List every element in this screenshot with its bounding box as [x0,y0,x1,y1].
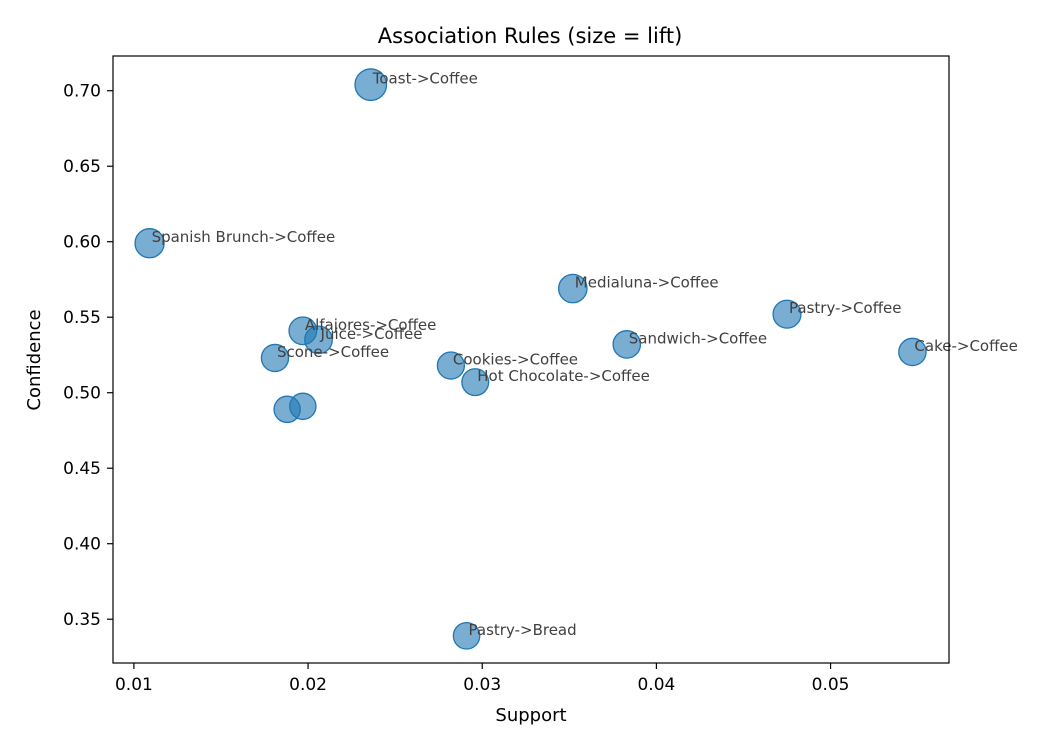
scatter-point [354,68,388,102]
scatter-point [612,330,642,359]
point-label: Scone->Coffee [277,343,389,361]
point-label: Medialuna->Coffee [575,274,719,292]
x-tick-label: 0.01 [115,675,153,695]
y-axis-label: Confidence [24,309,45,410]
chart-title: Association Rules (size = lift) [378,24,683,48]
y-tick-label: 0.65 [63,157,101,177]
point-label: Juice->Coffee [320,325,423,343]
point-label: Hot Chocolate->Coffee [477,367,650,385]
scatter-point [452,621,481,650]
x-tick-label: 0.03 [463,675,501,695]
y-tick-label: 0.60 [63,233,101,253]
point-label: Pastry->Bread [469,621,577,639]
scatter-point [304,325,333,355]
y-tick-label: 0.50 [63,384,101,404]
y-tick-label: 0.35 [63,610,101,630]
point-label: Alfajores->Coffee [305,316,437,334]
scatter-point [260,343,290,373]
scatter-point [273,395,301,424]
y-axis-ticks: 0.35 0.40 0.45 0.50 0.55 0.60 0.65 0.70 [63,82,113,630]
scatter-point [557,273,588,304]
y-tick-label: 0.45 [63,459,101,479]
point-label: Cake->Coffee [914,337,1017,355]
scatter-points [134,68,927,650]
x-tick-label: 0.04 [637,675,675,695]
point-label: Cookies->Coffee [453,351,578,369]
scatter-point [134,228,165,259]
y-tick-label: 0.70 [63,82,101,102]
scatter-point [898,337,927,367]
x-axis-ticks: 0.01 0.02 0.03 0.04 0.05 [115,663,850,695]
scatter-point [436,351,466,380]
point-label: Sandwich->Coffee [629,329,767,347]
point-labels: Toast->Coffee Spanish Brunch->Coffee Media… [152,70,1018,639]
x-axis-label: Support [495,705,566,726]
point-label: Toast->Coffee [372,70,478,88]
x-tick-label: 0.02 [289,675,327,695]
plot-area-frame [112,55,950,664]
x-tick-label: 0.05 [812,675,850,695]
scatter-point [772,299,802,329]
point-label: Spanish Brunch->Coffee [152,228,336,246]
y-tick-label: 0.55 [63,308,101,328]
point-label: Pastry->Coffee [789,299,901,317]
scatter-point [461,368,490,397]
y-tick-label: 0.40 [63,535,101,555]
